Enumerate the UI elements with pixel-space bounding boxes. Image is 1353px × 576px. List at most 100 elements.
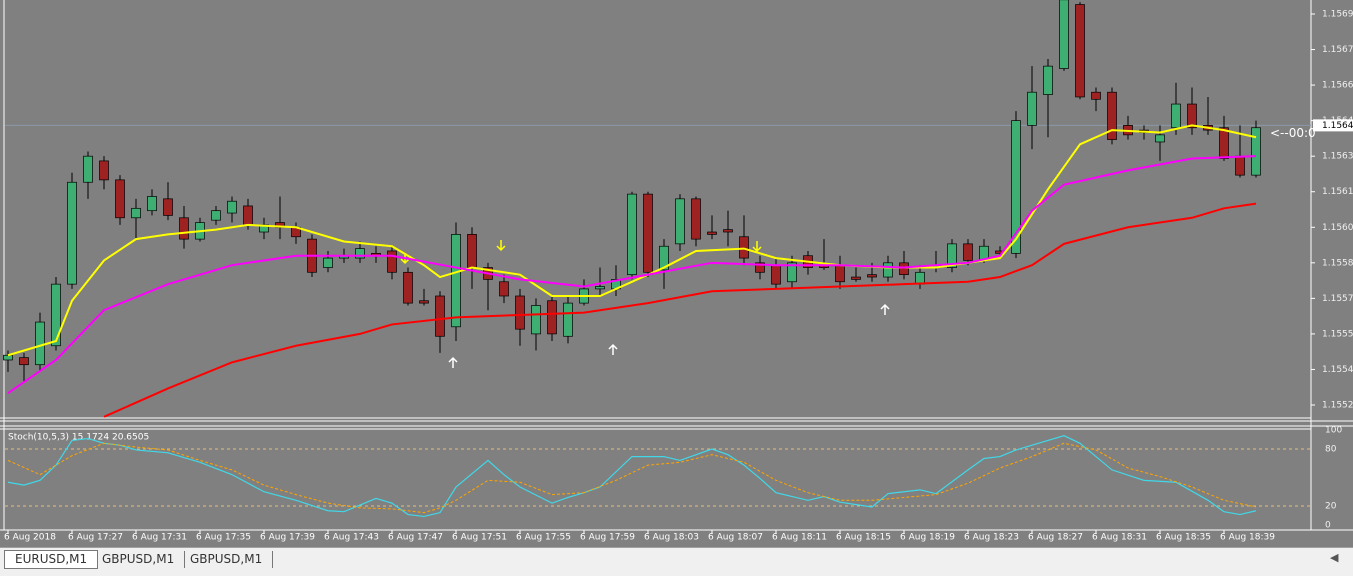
candle-body xyxy=(1107,91,1117,140)
candle-body xyxy=(3,354,13,361)
tab[interactable]: GBPUSD,M1 xyxy=(92,551,186,568)
candle-body xyxy=(1187,103,1197,129)
tab[interactable]: EURUSD,M1 xyxy=(4,550,99,569)
buy-arrow xyxy=(880,303,890,315)
candle-body xyxy=(771,264,781,285)
indicator-line xyxy=(7,155,1257,394)
price-label: 1.1555 xyxy=(1322,329,1353,339)
candle-body xyxy=(1075,4,1085,98)
sell-arrow xyxy=(752,241,762,253)
current-price-label: 1.1564 xyxy=(1322,121,1353,131)
candle-body xyxy=(227,200,237,214)
candle-body xyxy=(243,205,253,226)
candle-body xyxy=(83,155,93,183)
candle-body xyxy=(547,300,557,335)
candle-body xyxy=(19,357,29,366)
time-label: 6 Aug 18:19 xyxy=(900,533,955,543)
candle-body xyxy=(467,234,477,268)
price-label: 1.1569 xyxy=(1322,10,1353,20)
candle-body xyxy=(515,295,525,330)
indicator-line xyxy=(7,124,1257,357)
stoch-axis-label: 20 xyxy=(1325,502,1337,512)
time-label: 6 Aug 17:55 xyxy=(516,533,571,543)
time-label: 6 Aug 17:35 xyxy=(196,533,251,543)
candle-body xyxy=(1235,155,1245,176)
candle-body xyxy=(1155,134,1165,143)
candle-body xyxy=(51,283,61,347)
buy-arrow xyxy=(608,343,618,355)
candle-body xyxy=(179,217,189,240)
candle-body xyxy=(211,210,221,221)
candle-body xyxy=(835,264,845,283)
candle-body xyxy=(1171,103,1181,129)
candle-body xyxy=(739,236,749,259)
candle-body xyxy=(947,243,957,268)
price-label: 1.1567 xyxy=(1322,45,1353,55)
candle-body xyxy=(387,250,397,273)
time-label: 6 Aug 17:31 xyxy=(132,533,187,543)
time-label: 6 Aug 17:59 xyxy=(580,533,635,543)
candle-body xyxy=(419,300,429,304)
candle-body xyxy=(675,198,685,245)
candle-body xyxy=(1043,65,1053,95)
sell-arrow xyxy=(496,240,506,252)
candle-body xyxy=(323,257,333,268)
time-label: 6 Aug 18:15 xyxy=(836,533,891,543)
countdown: <--00:0 xyxy=(1270,126,1316,140)
candle-body xyxy=(707,231,717,235)
candle-body xyxy=(899,262,909,276)
candle-body xyxy=(851,276,861,280)
time-label: 6 Aug 18:07 xyxy=(708,533,763,543)
candle-body xyxy=(963,243,973,261)
price-label: 1.1566 xyxy=(1322,81,1353,91)
candle-body xyxy=(755,262,765,273)
tab[interactable]: GBPUSD,M1 xyxy=(180,551,274,568)
candle-body xyxy=(1027,91,1037,126)
stoch-axis-label: 0 xyxy=(1325,521,1331,531)
time-label: 6 Aug 17:51 xyxy=(452,533,507,543)
time-label: 6 Aug 17:27 xyxy=(68,533,123,543)
candle-body xyxy=(355,248,365,259)
candle-body xyxy=(867,274,877,278)
price-label: 1.1558 xyxy=(1322,258,1353,268)
candle-body xyxy=(787,262,797,283)
candle-body xyxy=(723,229,733,233)
stoch-label: Stoch(10,5,3) 15.1724 20.6505 xyxy=(8,433,149,443)
candle-body xyxy=(99,160,109,181)
candle-body xyxy=(691,198,701,240)
time-label: 6 Aug 18:39 xyxy=(1220,533,1275,543)
candle-body xyxy=(1091,91,1101,100)
tab-bar: EURUSD,M1 GBPUSD,M1 GBPUSD,M1 ◀ xyxy=(0,547,1353,571)
buy-arrow xyxy=(448,356,458,368)
chart-window: Stoch(10,5,3) 15.1724 20.6505 1.1569 1.15… xyxy=(0,0,1353,547)
time-label: 6 Aug 18:35 xyxy=(1156,533,1211,543)
candle-body xyxy=(147,196,157,212)
price-label: 1.1563 xyxy=(1322,152,1353,162)
price-label: 1.1552 xyxy=(1322,401,1353,411)
candle-body xyxy=(403,271,413,304)
candle-body xyxy=(1219,127,1229,159)
time-label: 6 Aug 18:23 xyxy=(964,533,1019,543)
candle-body xyxy=(35,321,45,366)
current-price-box xyxy=(1313,119,1353,132)
candle-body xyxy=(659,245,669,271)
candle-body xyxy=(563,302,573,337)
candle-body xyxy=(131,207,141,219)
background xyxy=(0,0,1353,547)
candle-body xyxy=(163,198,173,216)
candle-body xyxy=(451,234,461,328)
time-label: 6 Aug 18:27 xyxy=(1028,533,1083,543)
time-label: 6 Aug 18:03 xyxy=(644,533,699,543)
time-label: 6 Aug 2018 xyxy=(4,533,56,543)
candle-body xyxy=(1251,127,1261,176)
candle-body xyxy=(883,262,893,278)
candle-body xyxy=(67,181,77,285)
time-label: 6 Aug 18:31 xyxy=(1092,533,1147,543)
time-label: 6 Aug 18:11 xyxy=(772,533,827,543)
candle-body xyxy=(531,305,541,335)
scroll-arrow[interactable]: ◀ xyxy=(1330,551,1339,564)
candle-body xyxy=(595,286,605,290)
candle-body xyxy=(627,193,637,276)
price-label: 1.1561 xyxy=(1322,187,1353,197)
candle-body xyxy=(643,193,653,273)
